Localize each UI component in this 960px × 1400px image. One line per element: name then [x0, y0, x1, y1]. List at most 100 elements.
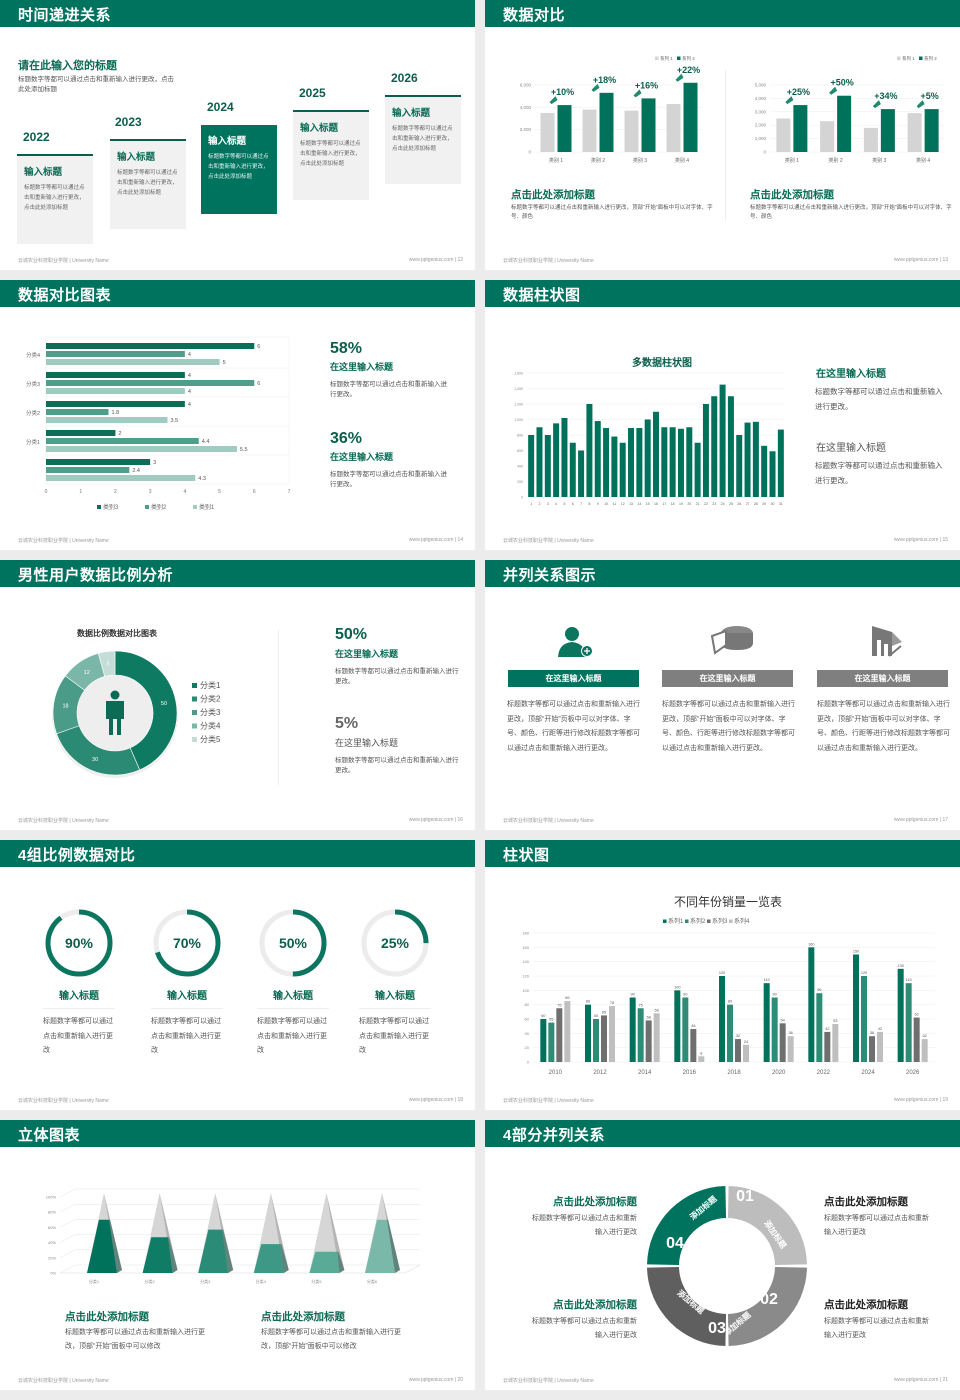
- footer-right: www.pptgenius.com | 14: [408, 537, 463, 543]
- step-text: 标题数字等都可以通过点击和重新输入进行更改，点击此处添加标题: [24, 185, 85, 211]
- bar: [727, 1004, 733, 1062]
- step-title: 输入标题: [392, 108, 431, 119]
- x-tick-label: 2018: [727, 1070, 741, 1076]
- timeline-year: 2025: [299, 86, 326, 100]
- data-label: 54: [781, 1018, 785, 1022]
- y-tick-label: 6,000: [520, 83, 532, 88]
- data-label: 4: [188, 373, 191, 379]
- bar: [921, 1039, 928, 1062]
- bar: [861, 976, 867, 1062]
- footer-right: www.pptgenius.com | 18: [408, 1097, 463, 1103]
- bar: [763, 983, 770, 1062]
- chart-title: 数据比例数据对比图表: [77, 628, 158, 638]
- caption-text: 标题数字等都可以通过点击和重新输入进行更改，顶部“开始”面板中可以修改: [65, 1329, 205, 1350]
- stat-text: 标题数字等都可以通过点击和重新输入进行更改。: [335, 668, 459, 685]
- data-label: 2: [118, 431, 121, 437]
- slide-header: 并列关系图示: [485, 560, 960, 587]
- bar: [735, 1039, 741, 1062]
- y-tick-label: 60: [525, 1017, 530, 1022]
- y-tick-label: 400: [517, 465, 523, 469]
- step-text: 标题数字等都可以通过点击和重新输入进行更改，点击此处添加标题: [392, 126, 453, 152]
- footer-left: 云城农业科技职业学院 | University Name: [503, 1378, 594, 1384]
- y-tick-label: 2,000: [520, 127, 532, 132]
- slide-title: 数据对比: [503, 7, 566, 24]
- x-tick-label: 10: [604, 502, 608, 506]
- legend-swatch: [655, 56, 659, 60]
- x-tick-label: 21: [696, 502, 700, 506]
- footer-right: www.pptgenius.com | 12: [408, 257, 463, 263]
- bar: [544, 435, 551, 497]
- section-body: 标题数字等都可以通过点击和重新输入进行更改，点击此处添加标题: [18, 76, 174, 93]
- y-tick-label: 1,200: [514, 403, 523, 407]
- pyramid-side: [270, 1193, 289, 1273]
- y-tick-label: 40: [525, 1031, 530, 1036]
- footer-left: 云城农业科技职业学院 | University Name: [503, 818, 594, 824]
- page-number: 21: [942, 1377, 948, 1383]
- chart-title: 多数据柱状图: [632, 356, 692, 369]
- bar: [528, 435, 535, 497]
- arrow-icon: [785, 96, 794, 105]
- growth-label: +10%: [551, 87, 574, 97]
- pie-3d-icon: [710, 626, 753, 655]
- arrow-icon: [633, 89, 642, 98]
- x-tick-label: 4: [183, 489, 186, 495]
- growth-label: +18%: [593, 75, 616, 85]
- data-label: 4: [188, 402, 191, 408]
- bar: [46, 401, 185, 407]
- data-label: 60: [541, 1014, 545, 1018]
- footer-left: 云城农业科技职业学院 | University Name: [18, 538, 109, 544]
- x-tick-label: 0: [45, 489, 48, 495]
- bar: [46, 388, 185, 394]
- arrow-icon: [829, 86, 838, 95]
- bar: [816, 993, 823, 1062]
- data-label: 6: [257, 344, 260, 350]
- slice-label: 12: [84, 670, 90, 676]
- bar: [771, 997, 778, 1062]
- bar: [599, 92, 614, 152]
- item-text: 标题数字等都可以通过点击和重新输入进行更改: [359, 1018, 429, 1054]
- horizontal-bar-chart: 0 1 2 3 4 5 6 7 6 4 5 分类4 4 6 4 分类3 4 1.8 3.5 分类2 2 4.4 5.5 分类1…: [26, 336, 291, 511]
- bar: [907, 113, 922, 152]
- data-label: 42: [825, 1027, 829, 1031]
- legend-swatch: [192, 683, 197, 688]
- growth-label: +22%: [677, 65, 700, 75]
- bar: [694, 442, 701, 497]
- x-tick-label: 2016: [683, 1070, 697, 1076]
- bar: [761, 445, 768, 497]
- slide-header: 数据对比图表: [0, 280, 475, 307]
- pyramid-fill: [365, 1219, 395, 1273]
- page-number: 14: [457, 537, 463, 543]
- bar: [540, 112, 555, 152]
- stat-value: 36%: [330, 430, 363, 447]
- bar: [46, 417, 168, 423]
- x-tick-label: 类别 2: [591, 157, 605, 164]
- section-heading: 请在此输入您的标题: [18, 60, 117, 72]
- x-tick-label: 类别 4: [916, 157, 930, 164]
- legend-label: 分类5: [200, 734, 221, 744]
- bar: [719, 976, 725, 1062]
- bar: [637, 1008, 644, 1062]
- slide-title: 时间递进关系: [18, 7, 112, 24]
- x-tick-label: 2: [114, 489, 117, 495]
- step-title: 输入标题: [208, 136, 247, 147]
- stat-title: 在这里输入标题: [335, 738, 399, 748]
- bar: [636, 428, 643, 497]
- x-tick-label: 2026: [906, 1070, 920, 1076]
- slide-title: 并列关系图示: [503, 567, 597, 584]
- x-tick-label: 18: [671, 502, 675, 506]
- data-label: 60: [594, 1014, 598, 1018]
- x-tick-label: 2020: [772, 1070, 786, 1076]
- data-label: 5.5: [240, 447, 248, 453]
- data-label: 120: [861, 971, 867, 975]
- pyramid-fill-side: [337, 1251, 345, 1273]
- bar: [702, 404, 709, 497]
- floor-line: [60, 1264, 421, 1274]
- stat-title: 在这里输入标题: [330, 362, 394, 372]
- x-tick-label: 16: [654, 502, 658, 506]
- stat-text: 标题数字等都可以通过点击和重新输入进行更改。: [330, 381, 447, 398]
- block-title: 点击此处添加标题: [824, 1299, 908, 1311]
- footer-url: www.pptgenius.com: [893, 1097, 939, 1103]
- step-title: 输入标题: [300, 123, 339, 134]
- data-label: 100: [674, 985, 680, 989]
- data-label: 80: [728, 1000, 732, 1004]
